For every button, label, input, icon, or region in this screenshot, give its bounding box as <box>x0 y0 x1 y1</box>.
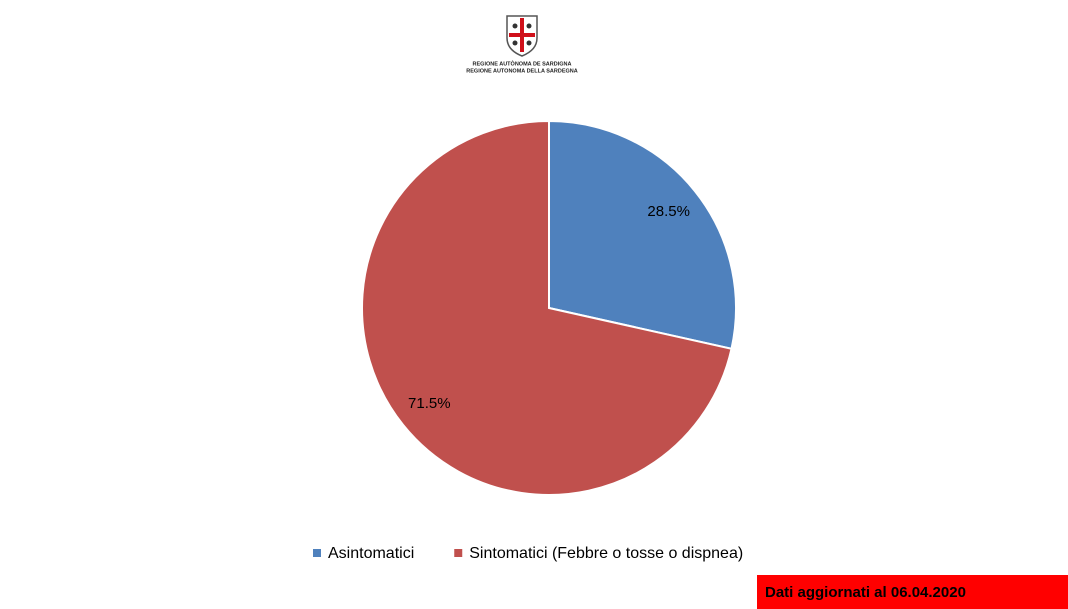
logo-text: REGIONE AUTÒNOMA DE SARDIGNA <box>473 59 572 67</box>
logo-cross <box>509 33 535 37</box>
pie-slice <box>548 119 737 350</box>
logo-head <box>512 40 518 46</box>
footer-box <box>757 575 1068 609</box>
pie-slice <box>361 119 733 496</box>
legend-label: Sintomatici (Febbre o tosse o dispnea) <box>469 545 743 562</box>
logo-head <box>526 40 532 46</box>
data-label: 71.5% <box>408 395 451 412</box>
logo: REGIONE AUTÒNOMA DE SARDIGNA REGIONE AUT… <box>466 15 578 74</box>
footer-note: Dati aggiornati al 06.04.2020 <box>765 584 966 601</box>
logo-head <box>526 23 532 29</box>
logo-text: REGIONE AUTONOMA DELLA SARDEGNA <box>466 68 577 74</box>
logo-head <box>512 23 518 29</box>
legend-label: Asintomatici <box>328 545 414 562</box>
legend-swatch <box>454 549 463 557</box>
data-label: 28.5% <box>647 203 690 220</box>
legend-swatch <box>313 549 321 557</box>
